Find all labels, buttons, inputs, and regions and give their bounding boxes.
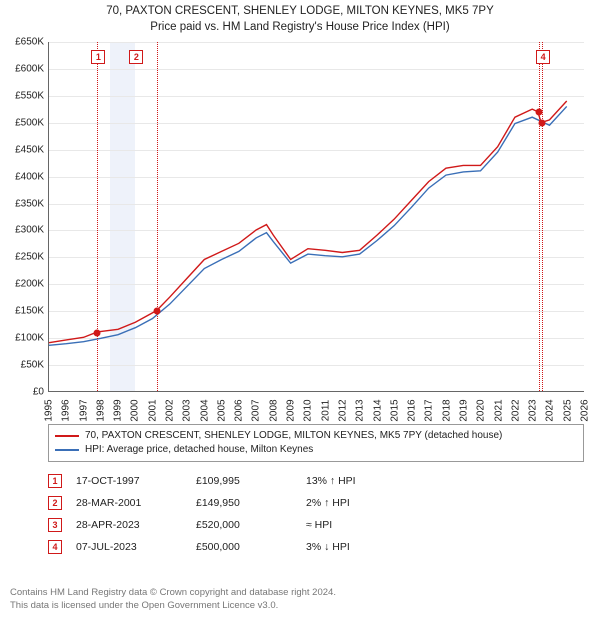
footer-block: Contains HM Land Registry data © Crown c…: [10, 587, 336, 612]
legend-label-property: 70, PAXTON CRESCENT, SHENLEY LODGE, MILT…: [85, 429, 502, 443]
x-axis-label: 2013: [355, 399, 366, 421]
legend-box: 70, PAXTON CRESCENT, SHENLEY LODGE, MILT…: [48, 424, 584, 462]
footer-line1: Contains HM Land Registry data © Crown c…: [10, 587, 336, 599]
x-axis-label: 2020: [476, 399, 487, 421]
y-axis-label: £400K: [15, 171, 44, 182]
y-axis-label: £450K: [15, 144, 44, 155]
y-axis-label: £300K: [15, 225, 44, 236]
sale-marker-4: 4: [48, 540, 62, 554]
sale-delta: ≈ HPI: [306, 519, 426, 531]
y-axis-label: £50K: [21, 360, 44, 371]
x-axis-label: 2009: [286, 399, 297, 421]
x-axis-label: 2015: [389, 399, 400, 421]
x-axis-label: 2016: [407, 399, 418, 421]
y-axis-label: £100K: [15, 333, 44, 344]
plot-svg: [49, 42, 584, 391]
x-axis-label: 2006: [234, 399, 245, 421]
x-axis-label: 2026: [580, 399, 591, 421]
y-axis-label: £600K: [15, 63, 44, 74]
sales-table: 1 17-OCT-1997 £109,995 13% ↑ HPI 2 28-MA…: [48, 470, 426, 558]
sale-vline: [97, 42, 98, 391]
x-axis-label: 2017: [424, 399, 435, 421]
y-axis-label: £150K: [15, 306, 44, 317]
y-axis-label: £350K: [15, 198, 44, 209]
sale-point: [153, 308, 160, 315]
chart-area: £0£50K£100K£150K£200K£250K£300K£350K£400…: [48, 42, 584, 392]
x-axis-label: 2003: [182, 399, 193, 421]
x-axis-label: 2024: [545, 399, 556, 421]
sale-marker-4: 4: [536, 50, 550, 64]
sale-point: [535, 109, 542, 116]
title-line2: Price paid vs. HM Land Registry's House …: [0, 20, 600, 36]
table-row: 2 28-MAR-2001 £149,950 2% ↑ HPI: [48, 492, 426, 514]
sale-point: [94, 329, 101, 336]
sale-date: 28-APR-2023: [76, 519, 196, 531]
sale-point: [539, 119, 546, 126]
legend-swatch-property: [55, 435, 79, 437]
sale-marker-2: 2: [48, 496, 62, 510]
x-axis-label: 2000: [130, 399, 141, 421]
x-axis-label: 2011: [320, 400, 331, 422]
sale-price: £520,000: [196, 519, 306, 531]
series-property: [49, 101, 567, 343]
x-axis-label: 2023: [528, 399, 539, 421]
sale-vline: [539, 42, 540, 391]
sale-date: 07-JUL-2023: [76, 541, 196, 553]
x-axis-label: 2014: [372, 399, 383, 421]
x-axis-label: 2019: [458, 399, 469, 421]
sale-vline: [542, 42, 543, 391]
series-hpi: [49, 106, 567, 345]
x-axis-label: 1995: [44, 399, 55, 421]
x-axis-label: 1998: [95, 399, 106, 421]
x-axis-label: 2012: [337, 399, 348, 421]
sale-marker-2: 2: [129, 50, 143, 64]
title-block: 70, PAXTON CRESCENT, SHENLEY LODGE, MILT…: [0, 0, 600, 35]
legend-swatch-hpi: [55, 449, 79, 451]
title-line1: 70, PAXTON CRESCENT, SHENLEY LODGE, MILT…: [0, 4, 600, 20]
x-axis-label: 2018: [441, 399, 452, 421]
x-axis-label: 2001: [147, 399, 158, 421]
sale-marker-3: 3: [48, 518, 62, 532]
sale-delta: 13% ↑ HPI: [306, 475, 426, 487]
x-axis-label: 2021: [493, 399, 504, 421]
y-axis-label: £250K: [15, 252, 44, 263]
chart-container: 70, PAXTON CRESCENT, SHENLEY LODGE, MILT…: [0, 0, 600, 620]
sale-price: £109,995: [196, 475, 306, 487]
sale-marker-1: 1: [48, 474, 62, 488]
x-axis-label: 1997: [78, 399, 89, 421]
sale-price: £500,000: [196, 541, 306, 553]
sale-delta: 2% ↑ HPI: [306, 497, 426, 509]
table-row: 1 17-OCT-1997 £109,995 13% ↑ HPI: [48, 470, 426, 492]
x-axis-label: 2008: [268, 399, 279, 421]
y-axis-label: £0: [33, 387, 44, 398]
footer-line2: This data is licensed under the Open Gov…: [10, 600, 336, 612]
x-axis-label: 1999: [113, 399, 124, 421]
x-axis-label: 2002: [165, 399, 176, 421]
y-axis-label: £500K: [15, 117, 44, 128]
x-axis-label: 2005: [216, 399, 227, 421]
sale-vline: [157, 42, 158, 391]
table-row: 3 28-APR-2023 £520,000 ≈ HPI: [48, 514, 426, 536]
x-axis-label: 2007: [251, 399, 262, 421]
x-axis-label: 2025: [562, 399, 573, 421]
sale-delta: 3% ↓ HPI: [306, 541, 426, 553]
legend-item-property: 70, PAXTON CRESCENT, SHENLEY LODGE, MILT…: [55, 429, 577, 443]
x-axis-label: 2022: [510, 399, 521, 421]
table-row: 4 07-JUL-2023 £500,000 3% ↓ HPI: [48, 536, 426, 558]
sale-date: 28-MAR-2001: [76, 497, 196, 509]
y-axis-label: £550K: [15, 90, 44, 101]
y-axis-label: £200K: [15, 279, 44, 290]
x-axis-label: 2004: [199, 399, 210, 421]
sale-date: 17-OCT-1997: [76, 475, 196, 487]
sale-marker-1: 1: [91, 50, 105, 64]
y-axis-label: £650K: [15, 37, 44, 48]
legend-item-hpi: HPI: Average price, detached house, Milt…: [55, 443, 577, 457]
sale-price: £149,950: [196, 497, 306, 509]
x-axis-label: 2010: [303, 399, 314, 421]
legend-label-hpi: HPI: Average price, detached house, Milt…: [85, 443, 313, 457]
x-axis-label: 1996: [61, 399, 72, 421]
